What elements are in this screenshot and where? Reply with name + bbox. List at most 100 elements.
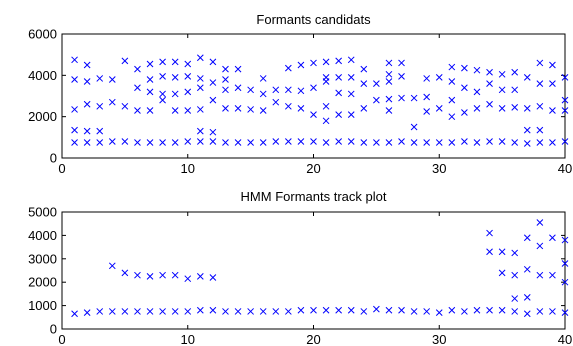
data-point [259, 90, 267, 98]
data-point [310, 84, 317, 92]
data-point [310, 306, 317, 314]
x-axis: 0 10 20 30 40 [58, 212, 572, 346]
data-point [322, 117, 330, 125]
data-point [71, 310, 78, 318]
data-point [83, 309, 91, 316]
data-point [435, 309, 443, 316]
data-point [134, 139, 141, 146]
data-point [234, 65, 242, 73]
data-point [536, 80, 544, 87]
data-point [536, 139, 544, 146]
data-point [297, 105, 305, 112]
data-point [83, 78, 91, 85]
data-point [108, 138, 116, 145]
data-point [410, 308, 418, 315]
data-point [498, 306, 506, 314]
data-point [561, 74, 569, 81]
x-tick-label: 20 [306, 332, 320, 346]
data-point [347, 138, 355, 145]
data-point [523, 126, 531, 134]
data-point [259, 308, 267, 315]
data-point [322, 139, 330, 146]
data-point [360, 308, 368, 315]
data-point [171, 74, 179, 81]
data-point [297, 138, 305, 145]
data-point [159, 308, 166, 315]
data-point [272, 138, 280, 145]
y-tick-label: 3000 [28, 251, 57, 266]
data-point [461, 308, 468, 315]
chart-title: HMM Formants track plot [241, 189, 387, 204]
data-point [536, 102, 544, 110]
x-tick-label: 30 [432, 161, 446, 176]
data-point [561, 278, 569, 286]
data-point [247, 139, 254, 146]
data-point [549, 80, 556, 87]
data-point [247, 106, 254, 113]
data-point [523, 234, 531, 242]
data-point [196, 306, 204, 314]
data-point [284, 102, 292, 110]
data-point [549, 139, 556, 146]
data-point [398, 73, 405, 80]
data-point [347, 306, 355, 314]
data-point [209, 79, 217, 86]
data-point [222, 308, 229, 315]
data-point [171, 271, 179, 279]
data-point [209, 96, 217, 104]
data-point [196, 272, 204, 280]
data-point [461, 84, 468, 92]
data-point [347, 90, 355, 98]
data-point [108, 98, 116, 106]
data-point [385, 306, 393, 314]
data-point [398, 138, 405, 145]
data-point [347, 74, 355, 81]
data-point [297, 61, 305, 69]
x-tick-label: 0 [58, 161, 65, 176]
data-point [272, 98, 280, 106]
data-point [310, 59, 317, 67]
data-point [335, 74, 343, 81]
data-point [523, 140, 531, 147]
data-point [259, 75, 267, 82]
data-point [184, 138, 192, 145]
x-tick-label: 10 [181, 161, 195, 176]
panel-formants-candidats: Formants candidats 0 10 20 30 40 0 2000 4000 60… [28, 12, 572, 176]
data-point [222, 105, 229, 112]
data-point [498, 138, 506, 145]
data-point [209, 128, 217, 136]
data-point [473, 88, 481, 96]
data-point [171, 107, 179, 114]
data-point [423, 108, 431, 115]
panel-hmm-formants-track: HMM Formants track plot 0 10 20 30 40 0 1000 2… [28, 189, 572, 346]
data-point [134, 107, 141, 114]
chart-title: Formants candidats [256, 12, 371, 27]
data-point [410, 123, 418, 131]
data-point [310, 138, 317, 145]
data-point [83, 127, 91, 135]
data-point [322, 74, 330, 81]
x-tick-label: 0 [58, 332, 65, 346]
data-point [360, 80, 368, 87]
data-point [96, 308, 104, 315]
data-point [134, 271, 141, 279]
data-point [448, 306, 456, 314]
data-point [222, 139, 229, 146]
data-point [561, 96, 569, 104]
data-point [373, 305, 380, 313]
data-point [435, 74, 443, 81]
data-point [536, 126, 544, 134]
x-tick-label: 40 [558, 161, 572, 176]
data-point [272, 308, 280, 315]
data-point [184, 107, 192, 114]
data-point [71, 56, 78, 64]
data-point [561, 260, 569, 267]
data-point [523, 265, 531, 273]
data-point [385, 139, 393, 146]
data-point [146, 107, 154, 114]
data-point [171, 58, 179, 66]
data-point [196, 54, 204, 62]
data-point [284, 86, 292, 94]
data-point [96, 102, 104, 110]
data-point [83, 139, 91, 146]
